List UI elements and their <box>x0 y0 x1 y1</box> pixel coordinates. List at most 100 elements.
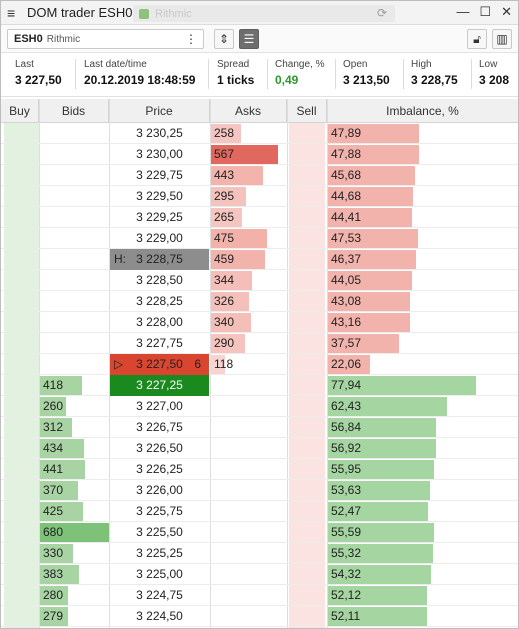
bid-cell[interactable]: 434 <box>40 438 109 459</box>
bid-cell[interactable]: 680 <box>40 522 109 543</box>
bid-cell[interactable]: 280 <box>40 585 109 606</box>
price-cell[interactable]: H: 3 228,75 <box>110 249 209 270</box>
ask-cell[interactable] <box>211 543 287 564</box>
column-header-buy[interactable]: Buy <box>1 99 39 123</box>
price-cell[interactable]: 3 229,00 <box>110 228 209 249</box>
lock-button[interactable]: 🔓︎ <box>467 29 487 49</box>
more-options-icon[interactable]: ⋮ <box>185 32 197 46</box>
price-cell[interactable]: 3 224,50 <box>110 606 209 627</box>
price-cell[interactable]: 3 229,25 <box>110 207 209 228</box>
ask-cell[interactable]: 265 <box>211 207 287 228</box>
ask-cell[interactable]: 340 <box>211 312 287 333</box>
column-header-bids[interactable]: Bids <box>39 99 109 123</box>
column-header-asks[interactable]: Asks <box>210 99 287 123</box>
ask-cell[interactable] <box>211 522 287 543</box>
bid-cell[interactable] <box>40 186 109 207</box>
price-cell[interactable]: 3 227,00 <box>110 396 209 417</box>
bid-cell[interactable]: 279 <box>40 606 109 627</box>
bid-cell[interactable] <box>40 291 109 312</box>
bid-cell[interactable] <box>40 207 109 228</box>
sell-column[interactable] <box>289 123 325 628</box>
price-cell[interactable]: 3 225,75 <box>110 501 209 522</box>
price-cell[interactable]: 3 227,75 <box>110 333 209 354</box>
collapse-levels-button[interactable]: ☰ <box>239 29 259 49</box>
ask-cell[interactable] <box>211 375 287 396</box>
price-cell[interactable]: 3 228,25 <box>110 291 209 312</box>
ask-cell[interactable]: 475 <box>211 228 287 249</box>
price-cell[interactable]: 3 229,50 <box>110 186 209 207</box>
ask-cell[interactable] <box>211 501 287 522</box>
sync-icon[interactable]: ⟳ <box>376 6 387 20</box>
buy-column[interactable] <box>4 123 39 628</box>
ask-volume: 295 <box>214 189 235 203</box>
bid-cell[interactable] <box>40 270 109 291</box>
bid-cell[interactable]: 370 <box>40 480 109 501</box>
bid-cell[interactable]: 418 <box>40 375 109 396</box>
bid-cell[interactable] <box>40 249 109 270</box>
ask-cell[interactable] <box>211 459 287 480</box>
price-cell[interactable]: 3 225,00 <box>110 564 209 585</box>
bid-cell[interactable] <box>40 333 109 354</box>
ask-cell[interactable]: 295 <box>211 186 287 207</box>
price-cell[interactable]: 3 226,00 <box>110 480 209 501</box>
panel-toggle-button[interactable]: ▥ <box>492 29 512 49</box>
ask-cell[interactable]: 258 <box>211 123 287 144</box>
imbalance-bar <box>328 586 427 605</box>
bid-cell[interactable] <box>40 165 109 186</box>
bid-cell[interactable] <box>40 123 109 144</box>
column-header-imbalance[interactable]: Imbalance, % <box>386 104 459 118</box>
table-row: ▷ 3 227,50 6 118 22,06 <box>1 354 518 375</box>
center-price-button[interactable]: ⇕ <box>214 29 234 49</box>
ask-cell[interactable] <box>211 606 287 627</box>
bid-cell[interactable] <box>40 228 109 249</box>
bid-cell[interactable] <box>40 144 109 165</box>
bid-cell[interactable]: 425 <box>40 501 109 522</box>
price-cell[interactable]: 3 230,00 <box>110 144 209 165</box>
close-icon[interactable]: ✕ <box>501 4 512 19</box>
ask-cell[interactable] <box>211 585 287 606</box>
price-cell[interactable]: 3 225,25 <box>110 543 209 564</box>
price-cell[interactable]: 3 227,25 <box>110 375 209 396</box>
ask-cell[interactable]: 118 <box>211 354 287 375</box>
ask-cell[interactable] <box>211 396 287 417</box>
bid-cell[interactable]: 312 <box>40 417 109 438</box>
ask-cell[interactable]: 567 <box>211 144 287 165</box>
price-cell[interactable]: 3 228,00 <box>110 312 209 333</box>
imbalance-bar <box>328 166 415 185</box>
bid-cell[interactable] <box>40 312 109 333</box>
imbalance-cell: 37,57 <box>328 333 518 354</box>
maximize-icon[interactable]: ☐ <box>479 4 492 19</box>
ask-cell[interactable]: 459 <box>211 249 287 270</box>
price-cell[interactable]: 3 226,25 <box>110 459 209 480</box>
price-cell[interactable]: 3 226,75 <box>110 417 209 438</box>
column-header-price[interactable]: Price <box>109 99 210 123</box>
price-cell[interactable]: 3 226,50 <box>110 438 209 459</box>
ask-cell[interactable] <box>211 438 287 459</box>
minimize-icon[interactable]: — <box>456 4 470 19</box>
hamburger-menu-icon[interactable]: ≡ <box>7 4 16 21</box>
price-cell[interactable]: ▷ 3 227,50 6 <box>110 354 209 375</box>
price-cell[interactable]: 3 230,25 <box>110 123 209 144</box>
ask-cell[interactable]: 290 <box>211 333 287 354</box>
column-header-sell[interactable]: Sell <box>287 99 327 123</box>
bid-cell[interactable]: 441 <box>40 459 109 480</box>
price-cell[interactable]: 3 228,50 <box>110 270 209 291</box>
ask-cell[interactable]: 344 <box>211 270 287 291</box>
bid-cell[interactable]: 383 <box>40 564 109 585</box>
ask-cell[interactable] <box>211 480 287 501</box>
ask-cell[interactable]: 443 <box>211 165 287 186</box>
linked-tab[interactable]: Rithmic ⟳ <box>133 5 395 22</box>
bid-cell[interactable]: 330 <box>40 543 109 564</box>
bid-cell[interactable] <box>40 354 109 375</box>
price-cell[interactable]: 3 229,75 <box>110 165 209 186</box>
ask-cell[interactable]: 326 <box>211 291 287 312</box>
ask-cell[interactable] <box>211 417 287 438</box>
info-label: Change, % <box>275 59 325 70</box>
price-value: 3 225,50 <box>136 525 183 539</box>
bid-cell[interactable]: 260 <box>40 396 109 417</box>
ask-cell[interactable] <box>211 564 287 585</box>
symbol-selector[interactable]: ESH0 Rithmic ⋮ <box>7 29 204 49</box>
price-cell[interactable]: 3 224,75 <box>110 585 209 606</box>
price-cell[interactable]: 3 225,50 <box>110 522 209 543</box>
bid-volume: 680 <box>43 525 64 539</box>
